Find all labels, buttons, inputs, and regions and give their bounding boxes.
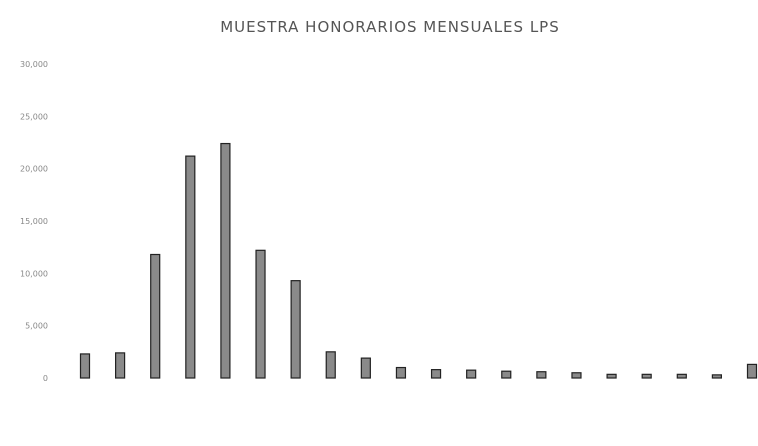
bar [571, 372, 582, 379]
y-tick-label: 15,000 [20, 217, 48, 226]
bar [395, 366, 407, 379]
bar [641, 373, 652, 379]
bar [606, 373, 617, 379]
y-tick-label: 20,000 [20, 165, 48, 174]
bar [466, 369, 477, 379]
y-tick-label: 30,000 [20, 60, 48, 69]
bar [185, 155, 196, 379]
bar [430, 369, 442, 379]
bar [115, 352, 126, 379]
y-axis: 0 5,000 10,000 15,000 20,000 25,000 30,000 [20, 60, 48, 383]
bar [746, 363, 758, 379]
bar [325, 351, 336, 379]
bar [676, 373, 687, 379]
bar [290, 280, 301, 379]
bar [255, 249, 266, 379]
bar [220, 142, 231, 379]
y-tick-label: 10,000 [20, 269, 48, 278]
y-tick-label: 5,000 [25, 322, 48, 331]
y-tick-label: 0 [43, 374, 48, 383]
bar [501, 370, 512, 379]
bar [79, 353, 91, 379]
bars [79, 142, 758, 379]
bar [711, 374, 722, 379]
bar [360, 357, 371, 379]
y-tick-label: 25,000 [20, 112, 48, 121]
chart-title: MUESTRA HONORARIOS MENSUALES LPS [220, 18, 560, 36]
bar [150, 253, 161, 379]
bar [536, 371, 547, 379]
